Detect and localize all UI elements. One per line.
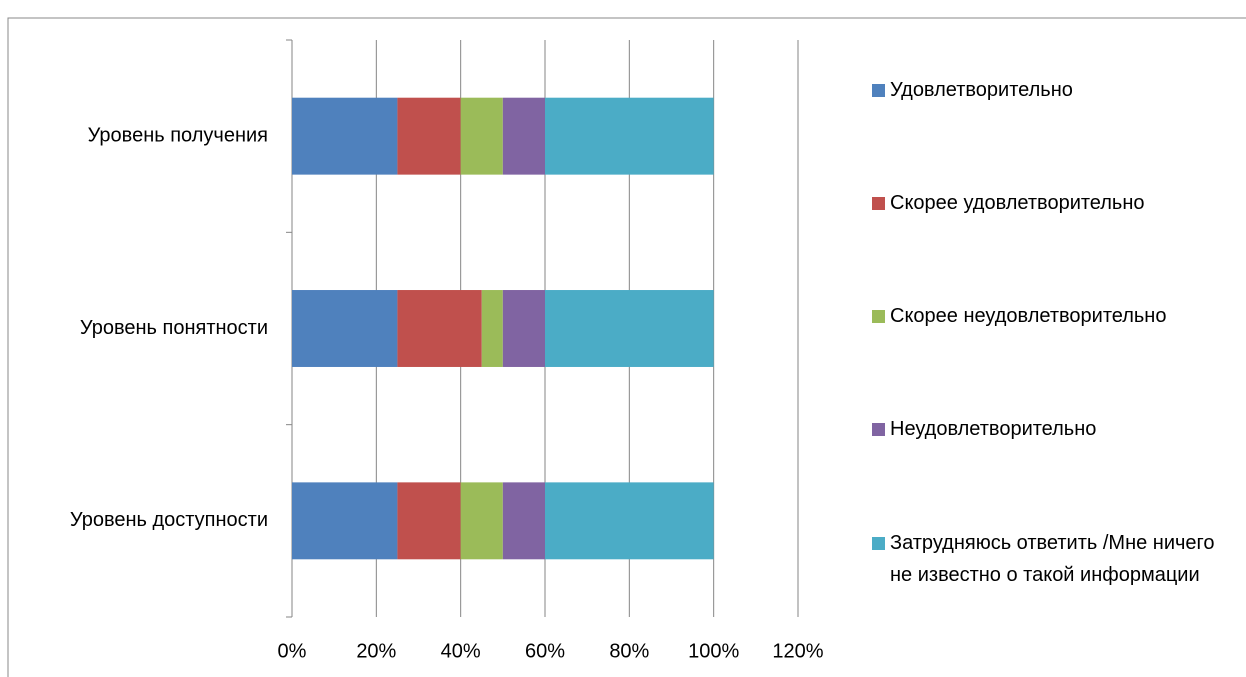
legend-swatch xyxy=(872,84,885,97)
bar-segment xyxy=(397,290,482,367)
bar-segment xyxy=(292,290,398,367)
legend-label: Скорее удовлетворительно xyxy=(890,192,1145,214)
legend-label: Затрудняюсь ответить /Мне ничего не изве… xyxy=(890,532,1215,586)
y-tick-label: Уровень понятности xyxy=(80,317,268,339)
legend-item: Скорее удовлетворительно xyxy=(872,187,1242,219)
legend-label: Скорее неудовлетворительно xyxy=(890,305,1167,327)
x-tick-label: 0% xyxy=(278,640,307,662)
x-tick-label: 40% xyxy=(441,640,481,662)
bar-segment xyxy=(397,97,461,175)
x-tick-label: 80% xyxy=(609,640,649,662)
legend-swatch xyxy=(872,197,885,210)
bar-segment xyxy=(481,290,503,367)
bar-segment xyxy=(502,482,545,560)
legend-swatch xyxy=(872,537,885,550)
legend-label: Неудовлетворительно xyxy=(890,418,1097,440)
chart-border xyxy=(7,17,1246,677)
legend-swatch xyxy=(872,310,885,323)
bar-segment xyxy=(545,290,714,367)
bar-segment xyxy=(460,482,503,560)
bar-segment xyxy=(502,97,545,175)
x-tick-label: 100% xyxy=(688,640,739,662)
y-tick-label: Уровень доступности xyxy=(70,509,268,531)
bar-segment xyxy=(545,97,714,175)
legend-item: Удовлетворительно xyxy=(872,74,1242,106)
bar-segment xyxy=(545,482,714,560)
bar-segment xyxy=(292,482,398,560)
legend-item: Неудовлетворительно xyxy=(872,413,1242,445)
bar-segment xyxy=(502,290,545,367)
legend-swatch xyxy=(872,423,885,436)
bar-segment xyxy=(460,97,503,175)
legend-item: Затрудняюсь ответить /Мне ничего не изве… xyxy=(872,527,1242,591)
legend-label: Удовлетворительно xyxy=(890,79,1073,101)
x-tick-label: 60% xyxy=(525,640,565,662)
bar-segment xyxy=(292,97,398,175)
bar-segment xyxy=(397,482,461,560)
legend-item: Скорее неудовлетворительно xyxy=(872,300,1242,332)
x-tick-label: 20% xyxy=(356,640,396,662)
y-tick-label: Уровень получения xyxy=(88,124,268,146)
x-tick-label: 120% xyxy=(772,640,823,662)
